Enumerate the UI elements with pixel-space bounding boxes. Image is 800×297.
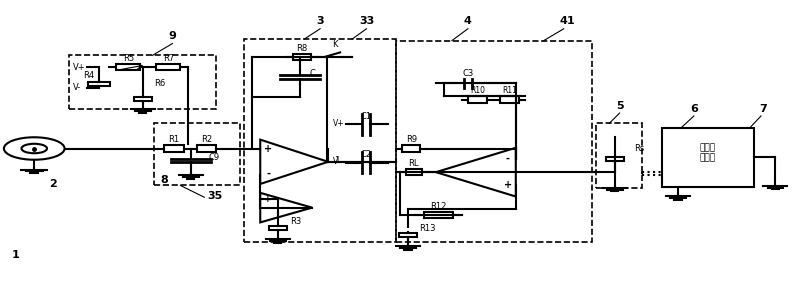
Text: C1: C1 — [361, 112, 372, 121]
Bar — [396, 41, 592, 242]
Text: R8: R8 — [296, 44, 307, 53]
Text: -: - — [506, 154, 510, 164]
Text: 41: 41 — [560, 16, 575, 26]
Text: +: + — [504, 181, 512, 190]
Text: 6: 6 — [690, 104, 698, 113]
Text: R11: R11 — [502, 86, 517, 95]
Text: C2: C2 — [361, 150, 372, 159]
Text: R3: R3 — [290, 217, 302, 226]
Bar — [269, 226, 286, 230]
Text: 3: 3 — [316, 16, 324, 26]
Text: C9: C9 — [208, 153, 219, 162]
Text: 1: 1 — [11, 250, 19, 260]
Bar — [662, 128, 754, 187]
Bar — [468, 97, 486, 103]
Text: R13: R13 — [419, 224, 436, 233]
Bar — [406, 169, 422, 176]
Text: 8: 8 — [161, 175, 168, 184]
Text: C: C — [310, 69, 316, 78]
Bar — [157, 64, 180, 70]
Text: 33: 33 — [359, 16, 374, 26]
Text: R7: R7 — [162, 54, 174, 63]
Bar — [88, 82, 110, 86]
Bar — [596, 123, 642, 188]
Text: V-: V- — [74, 83, 82, 92]
Text: 1: 1 — [334, 156, 340, 165]
Bar — [293, 54, 311, 60]
Bar — [117, 64, 141, 70]
Text: R9: R9 — [406, 135, 418, 144]
Text: R1: R1 — [169, 135, 179, 144]
Text: +: + — [264, 144, 272, 154]
Text: 35: 35 — [207, 191, 222, 201]
Bar — [244, 39, 396, 242]
Bar — [197, 145, 216, 152]
Text: Rs: Rs — [634, 144, 644, 154]
Text: R5: R5 — [123, 54, 134, 63]
Bar — [134, 97, 152, 101]
Text: R12: R12 — [430, 202, 446, 211]
Text: 2: 2 — [49, 179, 57, 189]
Bar — [399, 233, 417, 237]
Bar — [402, 145, 420, 152]
Text: V-: V- — [333, 157, 341, 166]
Text: R6: R6 — [154, 79, 166, 89]
Text: +: + — [265, 195, 272, 204]
Text: RL: RL — [408, 159, 419, 168]
Text: R4: R4 — [83, 71, 94, 80]
Text: 5: 5 — [616, 101, 623, 110]
Text: 4: 4 — [464, 16, 472, 26]
Text: V+: V+ — [74, 63, 86, 72]
Text: -: - — [266, 169, 270, 179]
Text: K: K — [332, 40, 338, 48]
Text: R10: R10 — [470, 86, 485, 95]
Bar — [424, 212, 453, 218]
Text: R2: R2 — [201, 135, 212, 144]
Bar — [69, 55, 216, 109]
Text: C3: C3 — [462, 69, 474, 78]
Bar — [154, 123, 240, 185]
Bar — [606, 157, 624, 160]
Bar — [500, 97, 518, 103]
Text: 7: 7 — [759, 104, 767, 113]
Bar — [165, 145, 183, 152]
Text: V+: V+ — [333, 119, 345, 128]
Text: 信号接
收设备: 信号接 收设备 — [699, 143, 715, 163]
Text: 9: 9 — [169, 31, 176, 41]
